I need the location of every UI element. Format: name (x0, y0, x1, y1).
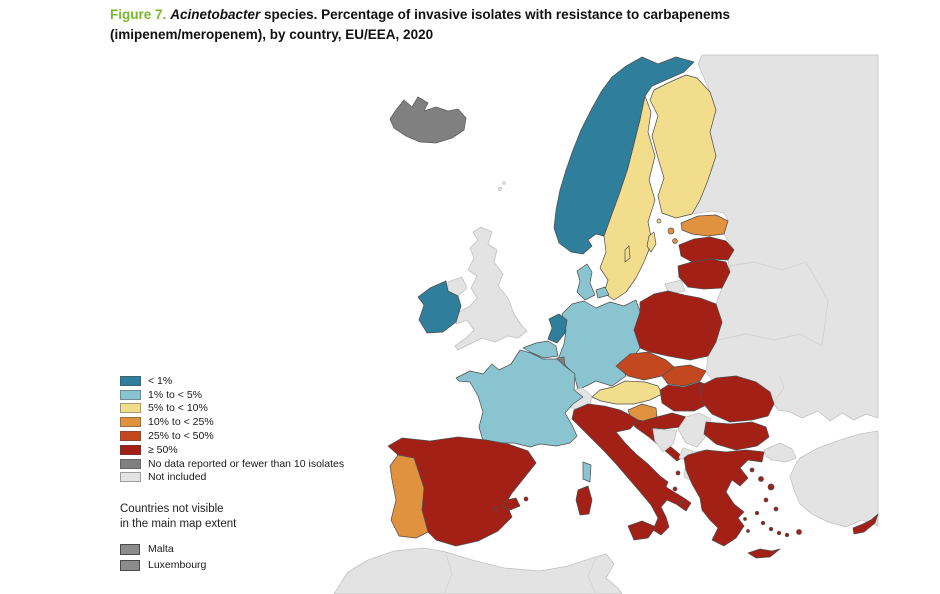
country-sweden (599, 95, 656, 301)
country-turkey-anatolia (789, 430, 879, 528)
legend-swatch-10to25 (120, 417, 141, 428)
map-legend: < 1% 1% to < 5% 5% to < 10% 10% to < 25%… (120, 374, 344, 484)
island-aland (656, 218, 662, 224)
border-moldova (773, 375, 785, 403)
legend-label: 10% to < 25% (148, 416, 214, 429)
country-eastern-neighbours (691, 54, 879, 422)
legend-swatch-5to10 (120, 403, 141, 414)
country-lithuania (677, 258, 731, 290)
legend-row-lt1: < 1% (120, 374, 344, 388)
inset-country-list: Malta Luxembourg (120, 541, 236, 573)
legend-swatch-gte50 (120, 444, 141, 455)
legend-swatch-notincluded (120, 472, 141, 483)
legend-row-gte50: ≥ 50% (120, 443, 344, 457)
islands-denmark (595, 286, 610, 299)
country-turkey-thrace (763, 442, 797, 463)
border-ukraine-russia (805, 261, 829, 347)
legend-label: 1% to < 5% (148, 388, 202, 401)
inset-note: Countries not visible in the main map ex… (120, 502, 236, 573)
inset-row-malta: Malta (120, 541, 236, 557)
islands-balearic (493, 496, 529, 512)
country-netherlands (547, 313, 568, 344)
figure-number-label: Figure 7. (110, 7, 167, 22)
border-belarus-ukraine (717, 333, 823, 347)
country-united-kingdom (454, 226, 528, 351)
country-cyprus (852, 513, 879, 535)
country-greece (683, 449, 765, 547)
country-france (455, 349, 584, 448)
country-finland (649, 74, 717, 219)
country-austria (591, 380, 663, 405)
border-morocco-algeria (443, 553, 453, 594)
inset-row-luxembourg: Luxembourg (120, 557, 236, 573)
legend-swatch-1to5 (120, 389, 141, 400)
country-italy (571, 403, 692, 536)
islands-estonia (667, 227, 678, 244)
region-kaliningrad (664, 279, 686, 295)
inset-label: Luxembourg (148, 559, 207, 572)
island-gotland (646, 231, 657, 253)
island-corsica (582, 461, 592, 483)
inset-heading-line1: Countries not visible (120, 503, 224, 515)
country-estonia (680, 214, 729, 237)
inset-heading-line2: in the main map extent (120, 518, 237, 531)
legend-label: < 1% (148, 374, 173, 387)
legend-row-10to25: 10% to < 25% (120, 415, 344, 429)
legend-swatch-nodata (120, 458, 141, 469)
island-crete (747, 548, 781, 559)
legend-swatch-25to50 (120, 431, 141, 442)
figure-title: Figure 7. Acinetobacter species. Percenta… (110, 5, 842, 46)
legend-label: 25% to < 50% (148, 430, 214, 443)
island-sardinia (575, 485, 593, 516)
legend-row-1to5: 1% to < 5% (120, 388, 344, 402)
islands-shetland (497, 181, 506, 191)
legend-swatch-lt1 (120, 375, 141, 386)
legend-label: ≥ 50% (148, 443, 178, 456)
legend-row-notincluded: Not included (120, 471, 344, 485)
legend-row-25to50: 25% to < 50% (120, 429, 344, 443)
inset-swatch-malta (120, 543, 140, 555)
country-belgium (522, 340, 559, 359)
legend-label: No data reported or fewer than 10 isolat… (148, 457, 345, 470)
country-bosnia (652, 428, 678, 453)
islands-aegean (672, 467, 802, 538)
country-bulgaria (703, 421, 770, 451)
country-denmark (576, 263, 596, 301)
country-latvia (678, 236, 735, 263)
country-ireland (417, 280, 462, 334)
legend-label: 5% to < 10% (148, 402, 208, 415)
country-slovakia (661, 364, 707, 387)
inset-swatch-luxembourg (120, 559, 140, 571)
region-north-africa (333, 547, 623, 594)
legend-label: Not included (148, 471, 207, 484)
country-poland (633, 290, 723, 361)
island-oland (624, 245, 631, 263)
legend-row-5to10: 5% to < 10% (120, 402, 344, 416)
figure-title-text: species. Percentage of invasive isolates… (110, 7, 731, 43)
border-algeria-tunisia (587, 557, 597, 594)
country-serbia (677, 412, 712, 448)
country-iceland (389, 96, 467, 144)
border-belarus-north (729, 261, 807, 271)
country-romania (699, 375, 775, 423)
island-sicily (627, 520, 657, 541)
country-portugal (389, 454, 429, 539)
figure-species-name: Acinetobacter (170, 7, 261, 22)
legend-row-nodata: No data reported or fewer than 10 isolat… (120, 457, 344, 471)
inset-label: Malta (148, 543, 174, 556)
